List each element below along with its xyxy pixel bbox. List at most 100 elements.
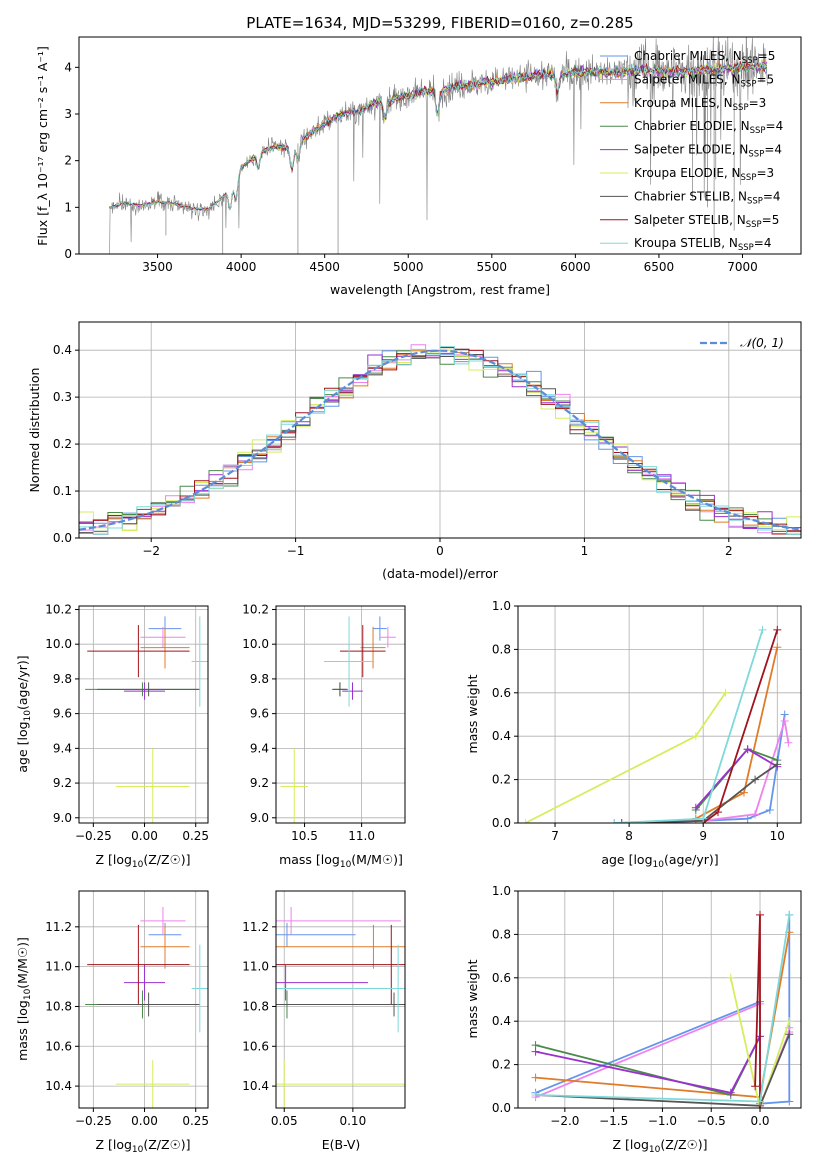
axes-frame xyxy=(275,605,406,824)
weight-marker-salpeter_stelib xyxy=(756,910,765,919)
y-tick-label: 0.0 xyxy=(492,1101,511,1115)
legend-label-kroupa_elodie: Kroupa ELODIE, NSSP=3 xyxy=(634,166,774,183)
panel-mass_vs_Z: −0.25 0.00 0.25 10.4 10.6 10.8 11.0 11.2 xyxy=(45,890,209,1128)
y-tick-label: 11.2 xyxy=(45,920,72,934)
weight-line-kroupa_elodie xyxy=(729,977,791,1108)
y-tick-label: 3 xyxy=(64,107,72,121)
y-tick-label: 11.2 xyxy=(242,920,269,934)
weight-marker-salpeter_stelib xyxy=(751,1082,760,1091)
y-tick-label: 1.0 xyxy=(492,599,511,613)
normal-curve xyxy=(79,349,801,531)
weight-marker-chabrier_stelib xyxy=(785,1030,794,1039)
y-tick-label: 9.6 xyxy=(250,707,269,721)
y-tick-label: 0.8 xyxy=(492,927,511,941)
y-tick-label: 11.0 xyxy=(242,960,269,974)
plot-area xyxy=(108,37,768,254)
plot-area xyxy=(531,910,794,1108)
weight-marker-salpeter_elodie xyxy=(743,745,752,754)
y-tick-label: 9.6 xyxy=(53,707,72,721)
model-spectrum-kroupa_elodie xyxy=(109,63,767,211)
y-tick-label: 9.2 xyxy=(250,776,269,790)
x-tick-label: 5500 xyxy=(477,260,508,274)
axes-frame xyxy=(78,321,802,539)
y-tick-label: 0.8 xyxy=(492,642,511,656)
weight-marker-kroupa_miles xyxy=(739,788,748,797)
panel-residuals: −2 −1 0 1 2 0.0 0.1 0.2 0.3 0.4 xyxy=(53,321,802,558)
axes-frame xyxy=(78,605,209,824)
legend-label-salpeter_stelib: Salpeter STELIB, NSSP=5 xyxy=(634,213,779,230)
x-tick-label: 11.0 xyxy=(348,829,375,843)
y-tick-label: 9.4 xyxy=(53,741,72,755)
x-tick-label: −1.5 xyxy=(599,1114,628,1128)
x-tick-label: 8 xyxy=(625,829,633,843)
residual-histogram-chabrier_stelib xyxy=(79,348,801,535)
legend-label-chabrier_miles: Chabrier MILES, NSSP=5 xyxy=(634,49,775,66)
x-tick-label: −0.25 xyxy=(75,1114,112,1128)
spectrum-legend: Chabrier MILES, NSSP=5 Salpeter MILES, NS… xyxy=(600,49,783,253)
y-tick-label: 0.4 xyxy=(492,729,511,743)
plot-area xyxy=(276,906,405,1108)
weight-marker-salpeter_miles xyxy=(784,738,793,747)
legend-label-salpeter_miles: Salpeter MILES, NSSP=5 xyxy=(634,72,774,89)
x-tick-label: 9 xyxy=(699,829,707,843)
plot-area xyxy=(85,616,208,823)
legend-label-chabrier_elodie: Chabrier ELODIE, NSSP=4 xyxy=(634,119,783,136)
weight-marker-kroupa_elodie xyxy=(721,688,730,697)
x-tick-label: 3500 xyxy=(142,260,173,274)
axes-frame xyxy=(517,605,802,824)
y-axis-label: mass weight xyxy=(465,674,480,753)
weight-line-chabrier_elodie xyxy=(535,1035,761,1097)
weight-marker-kroupa_stelib xyxy=(758,625,767,634)
weight-marker-kroupa_elodie xyxy=(726,973,735,982)
x-tick-label: −0.5 xyxy=(697,1114,726,1128)
weight-marker-kroupa_elodie xyxy=(521,819,530,823)
axes-frame xyxy=(78,890,209,1109)
y-tick-label: 9.8 xyxy=(53,672,72,686)
x-tick-label: 2 xyxy=(725,544,733,558)
legend-label-chabrier_stelib: Chabrier STELIB, NSSP=4 xyxy=(634,189,781,206)
x-tick-label: −0.25 xyxy=(75,829,112,843)
axes-frame xyxy=(517,890,802,1109)
x-tick-label: 0.00 xyxy=(131,829,158,843)
x-tick-label: 7 xyxy=(551,829,559,843)
y-tick-label: 0.6 xyxy=(492,686,511,700)
x-tick-label: 0.00 xyxy=(131,1114,158,1128)
weight-marker-chabrier_stelib xyxy=(773,760,782,769)
y-axis-label: mass [log10(M/M☉)] xyxy=(15,937,33,1061)
weight-marker-kroupa_elodie xyxy=(785,1017,794,1026)
y-tick-label: 0.0 xyxy=(492,816,511,830)
x-tick-label: −2.0 xyxy=(550,1114,579,1128)
y-tick-label: 10.2 xyxy=(242,602,269,616)
y-tick-label: 2 xyxy=(64,154,72,168)
weight-marker-kroupa_stelib xyxy=(785,910,794,919)
y-tick-label: 10.4 xyxy=(45,1079,72,1093)
y-tick-label: 9.2 xyxy=(53,776,72,790)
y-tick-label: 9.8 xyxy=(250,672,269,686)
x-axis-label: age [log10(age/yr)] xyxy=(601,852,718,870)
y-tick-label: 0.2 xyxy=(492,773,511,787)
y-tick-label: 10.2 xyxy=(45,602,72,616)
y-tick-label: 0.4 xyxy=(492,1014,511,1028)
legend-label-kroupa_miles: Kroupa MILES, NSSP=3 xyxy=(634,96,766,113)
x-tick-label: 0.05 xyxy=(271,1114,298,1128)
x-axis-label: Z [log10(Z/Z☉)] xyxy=(612,1137,707,1155)
y-tick-label: 10.4 xyxy=(242,1079,269,1093)
weight-marker-salpeter_miles xyxy=(751,810,760,819)
x-tick-label: 0 xyxy=(436,544,444,558)
y-tick-label: 0.2 xyxy=(53,437,72,451)
weight-marker-salpeter_stelib xyxy=(773,625,782,634)
y-tick-label: 1.0 xyxy=(492,884,511,898)
y-tick-label: 9.0 xyxy=(53,811,72,825)
plot-area xyxy=(79,344,801,535)
panel-spectrum: 3500 4000 4500 5000 5500 6000 6500 7000 0 1 2 3 4 xyxy=(64,36,802,274)
panel-age_vs_Z: −0.25 0.00 0.25 9.0 9.2 9.4 9.6 9.8 10.0 10.2 xyxy=(45,602,209,843)
y-axis-label: Flux [f_λ 10⁻¹⁷ erg cm⁻² s⁻¹ A⁻¹] xyxy=(35,46,50,246)
y-tick-label: 9.4 xyxy=(250,741,269,755)
panel-age_vs_mass: 10.5 11.0 9.0 9.2 9.4 9.6 9.8 10.0 10.2 xyxy=(242,602,406,843)
residual-histogram-kroupa_stelib xyxy=(79,346,801,535)
y-tick-label: 1 xyxy=(64,200,72,214)
axes-frame xyxy=(78,36,802,255)
y-tick-label: 10.0 xyxy=(242,637,269,651)
y-tick-label: 9.0 xyxy=(250,811,269,825)
